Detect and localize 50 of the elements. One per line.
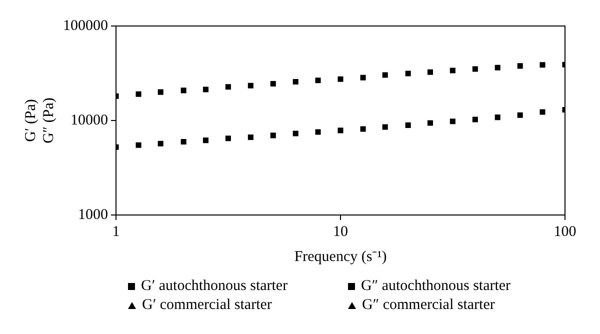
point	[472, 116, 478, 122]
y-tick-label: 10000	[70, 112, 108, 128]
point	[292, 130, 298, 136]
point	[225, 84, 231, 90]
legend-label: G″ autochthonous starter	[361, 278, 511, 295]
legend-label: G″ commercial starter	[362, 297, 495, 314]
point	[248, 82, 254, 88]
point	[270, 132, 276, 138]
point	[405, 70, 411, 76]
point	[360, 126, 366, 132]
point	[180, 88, 186, 94]
point	[202, 86, 208, 92]
point	[315, 78, 321, 84]
point	[427, 69, 433, 75]
point	[248, 134, 254, 140]
point	[382, 124, 388, 130]
point	[315, 129, 321, 135]
point	[180, 138, 186, 144]
point	[540, 109, 546, 115]
point	[338, 76, 344, 82]
point	[270, 80, 276, 86]
x-tick-label: 10	[333, 224, 348, 240]
point	[158, 89, 164, 95]
x-tick-label: 1	[112, 224, 120, 240]
y-tick-label: 100000	[63, 18, 108, 34]
y-tick-label: 1000	[78, 206, 108, 223]
point	[292, 79, 298, 85]
point	[405, 122, 411, 128]
point	[517, 112, 523, 118]
point	[136, 91, 142, 97]
point	[382, 72, 388, 78]
y-axis-title: G′ (Pa) G″ (Pa)	[22, 98, 57, 144]
point	[450, 68, 456, 74]
point	[450, 118, 456, 124]
point	[427, 120, 433, 126]
point	[540, 62, 546, 68]
point	[136, 142, 142, 148]
point	[472, 66, 478, 72]
point	[494, 114, 500, 120]
legend-label: G′ commercial starter	[142, 297, 272, 314]
legend-label: G′ autochthonous starter	[141, 278, 288, 295]
point	[158, 140, 164, 146]
point	[517, 63, 523, 69]
point	[494, 64, 500, 70]
x-tick-label: 100	[554, 224, 576, 240]
point	[225, 136, 231, 142]
point	[202, 138, 208, 144]
point	[338, 128, 344, 134]
point	[360, 74, 366, 80]
x-axis-title: Frequency (s⁻¹)	[294, 248, 387, 265]
